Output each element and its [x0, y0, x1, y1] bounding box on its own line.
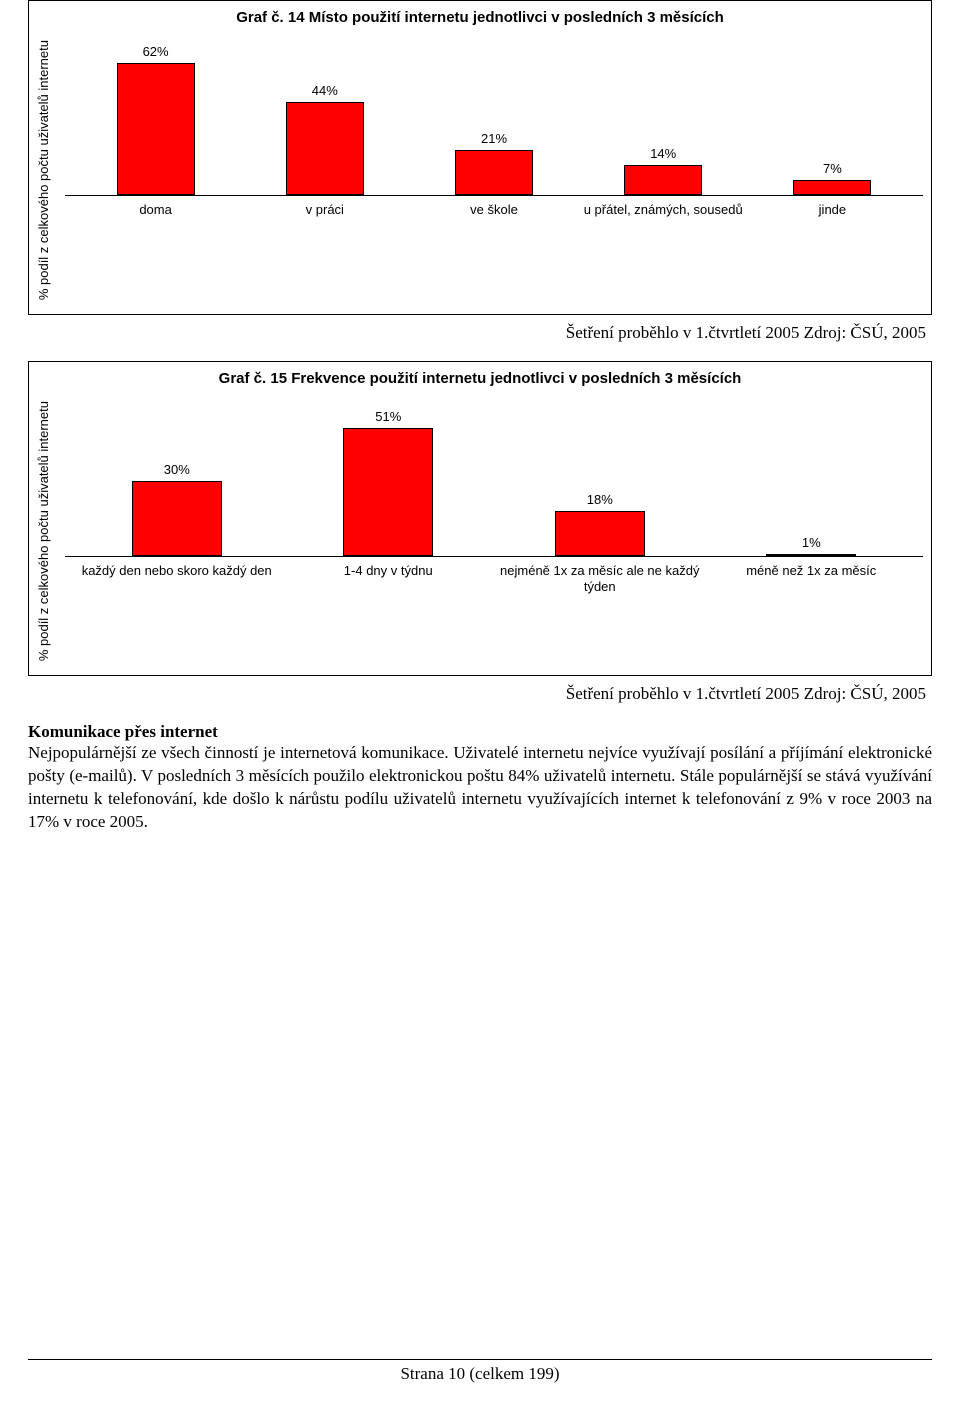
chart-15-ylabel: % podíl z celkového počtu uživatelů inte…	[37, 397, 65, 665]
x-axis-label: v práci	[240, 202, 409, 218]
bar	[624, 165, 702, 195]
section-body: Nejpopulárnější ze všech činností je int…	[28, 742, 932, 834]
bar-slot: 14%	[579, 36, 748, 195]
chart-15-source: Šetření proběhlo v 1.čtvrtletí 2005 Zdro…	[28, 684, 926, 704]
chart-15-title: Graf č. 15 Frekvence použití internetu j…	[37, 370, 923, 387]
bar	[455, 150, 533, 195]
x-axis-label: méně než 1x za měsíc	[706, 563, 918, 594]
bar-value-label: 7%	[823, 161, 842, 176]
bar	[132, 481, 222, 556]
bar-slot: 1%	[706, 397, 918, 556]
page-number: Strana 10 (celkem 199)	[400, 1364, 559, 1383]
bar	[286, 102, 364, 195]
bar-value-label: 51%	[375, 409, 401, 424]
chart-14-ylabel: % podíl z celkového počtu uživatelů inte…	[37, 36, 65, 304]
bar-slot: 21%	[409, 36, 578, 195]
page-footer: Strana 10 (celkem 199)	[28, 1359, 932, 1384]
chart-14-bars: 62% 44% 21% 14% 7%	[65, 36, 923, 196]
bar	[766, 554, 856, 557]
bar-value-label: 1%	[802, 535, 821, 550]
bar-value-label: 14%	[650, 146, 676, 161]
x-axis-label: nejméně 1x za měsíc ale ne každý týden	[494, 563, 706, 594]
chart-15-bars: 30% 51% 18% 1%	[65, 397, 923, 557]
bar-value-label: 18%	[587, 492, 613, 507]
bar	[117, 63, 195, 195]
x-axis-label: každý den nebo skoro každý den	[71, 563, 283, 594]
bar-value-label: 44%	[312, 83, 338, 98]
chart-15-plot: 30% 51% 18% 1% každý den nebo skoro každý d…	[65, 397, 923, 665]
chart-15-body: % podíl z celkového počtu uživatelů inte…	[37, 397, 923, 665]
chart-15-xlabels: každý den nebo skoro každý den1-4 dny v …	[65, 557, 923, 594]
bar	[793, 180, 871, 195]
page: Graf č. 14 Místo použití internetu jedno…	[0, 0, 960, 1408]
bar	[555, 511, 645, 556]
bar-value-label: 62%	[143, 44, 169, 59]
x-axis-label: doma	[71, 202, 240, 218]
bar	[343, 428, 433, 556]
chart-14-title: Graf č. 14 Místo použití internetu jedno…	[37, 9, 923, 26]
bar-slot: 30%	[71, 397, 283, 556]
chart-14-frame: Graf č. 14 Místo použití internetu jedno…	[28, 0, 932, 315]
bar-slot: 44%	[240, 36, 409, 195]
bar-slot: 18%	[494, 397, 706, 556]
bar-value-label: 21%	[481, 131, 507, 146]
x-axis-label: jinde	[748, 202, 917, 218]
chart-14-body: % podíl z celkového počtu uživatelů inte…	[37, 36, 923, 304]
section-title: Komunikace přes internet	[28, 722, 932, 742]
bar-slot: 51%	[283, 397, 495, 556]
chart-15-frame: Graf č. 15 Frekvence použití internetu j…	[28, 361, 932, 676]
x-axis-label: 1-4 dny v týdnu	[283, 563, 495, 594]
chart-14-xlabels: domav prácive školeu přátel, známých, so…	[65, 196, 923, 218]
footer-rule	[28, 1359, 932, 1360]
bar-value-label: 30%	[164, 462, 190, 477]
bar-slot: 62%	[71, 36, 240, 195]
x-axis-label: ve škole	[409, 202, 578, 218]
x-axis-label: u přátel, známých, sousedů	[579, 202, 748, 218]
chart-14-source: Šetření proběhlo v 1.čtvrtletí 2005 Zdro…	[28, 323, 926, 343]
chart-14-plot: 62% 44% 21% 14% 7% domav prácive školeu přát…	[65, 36, 923, 304]
bar-slot: 7%	[748, 36, 917, 195]
